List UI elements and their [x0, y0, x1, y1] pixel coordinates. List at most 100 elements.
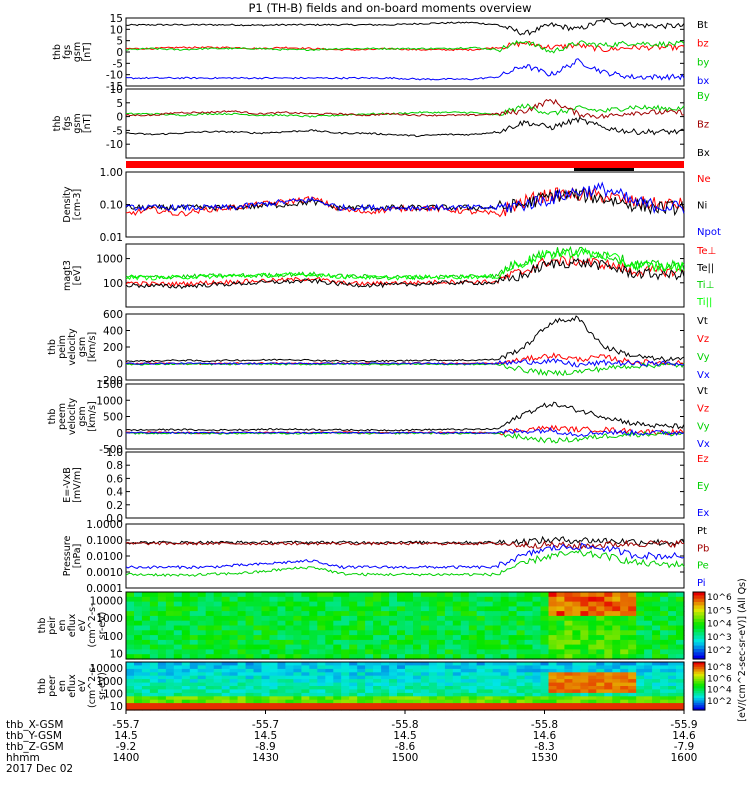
heatmap-cell [636, 635, 645, 641]
heatmap-cell [596, 601, 605, 607]
heatmap-cell [285, 682, 294, 687]
heatmap-cell [604, 672, 613, 677]
heatmap-cell [381, 672, 390, 677]
heatmap-cell [253, 654, 263, 660]
heatmap-cell [205, 696, 215, 701]
heatmap-cell [516, 639, 526, 646]
heatmap-cell [492, 699, 502, 704]
heatmap-cell [420, 644, 430, 650]
heatmap-cell [524, 696, 534, 701]
heatmap-cell [373, 699, 382, 704]
heatmap-cell [389, 630, 398, 636]
heatmap-cell [413, 592, 422, 598]
heatmap-cell [237, 679, 247, 684]
heatmap-cell [389, 625, 398, 631]
heatmap-cell [548, 620, 558, 627]
heatmap-cell [325, 675, 334, 680]
y-axis-label-line: [km/s] [87, 401, 98, 431]
series-temperature-Te|| [125, 257, 685, 290]
heatmap-cell [604, 675, 613, 680]
heatmap-cell [325, 703, 334, 708]
heatmap-cell [588, 692, 597, 697]
heatmap-cell [173, 639, 183, 646]
heatmap-cell [628, 679, 637, 684]
heatmap-cell [652, 672, 661, 677]
heatmap-cell [468, 703, 478, 708]
heatmap-cell [636, 630, 645, 636]
heatmap-cell [612, 596, 621, 603]
heatmap-cell [668, 592, 677, 598]
heatmap-cell [444, 606, 454, 612]
x-tick-label-y: 14.6 [672, 730, 696, 742]
heatmap-cell [676, 668, 685, 673]
heatmap-cell [317, 699, 326, 704]
heatmap-cell [381, 596, 390, 603]
heatmap-cell [253, 592, 263, 598]
heatmap-cell [588, 662, 597, 666]
heatmap-cell [508, 611, 518, 617]
heatmap-cell [588, 592, 597, 598]
heatmap-cell [261, 672, 271, 677]
heatmap-cell [612, 675, 621, 680]
heatmap-cell [165, 606, 175, 612]
heatmap-cell [460, 592, 470, 598]
heatmap-cell [548, 606, 558, 612]
heatmap-cell [636, 679, 645, 684]
heatmap-cell [341, 692, 350, 697]
heatmap-cell [309, 606, 318, 612]
heatmap-cell [460, 606, 470, 612]
heatmap-cell [389, 611, 398, 617]
heatmap-cell [261, 675, 271, 680]
heatmap-cell [189, 682, 199, 687]
heatmap-cell [357, 706, 366, 711]
heatmap-cell [221, 654, 231, 660]
heatmap-cell [644, 625, 653, 631]
legend-fgs_gsm-Bt: Bt [697, 20, 708, 31]
heatmap-cell [588, 620, 597, 627]
y-axis-label-line: [mV/m] [72, 467, 83, 503]
heatmap-cell [269, 639, 279, 646]
heatmap-cell [333, 696, 342, 701]
colorbar-tick-label: 10^6 [707, 593, 732, 603]
heatmap-cell [652, 606, 661, 612]
heatmap-cell [173, 606, 183, 612]
series-fgs_gsm_components-By [125, 103, 685, 118]
heatmap-cell [548, 630, 558, 636]
heatmap-cell [173, 662, 183, 666]
legend-efield-Ez: Ez [697, 454, 709, 465]
x-tick-label-t: 1600 [671, 752, 698, 764]
y-axis-label-line: thb [37, 618, 48, 634]
heatmap-cell [460, 706, 470, 711]
heatmap-cell [620, 644, 629, 650]
heatmap-cell [452, 672, 462, 677]
heatmap-cell [460, 672, 470, 677]
heatmap-cell [564, 703, 573, 708]
heatmap-cell [540, 644, 550, 650]
heatmap-cell [636, 611, 645, 617]
heatmap-cell [484, 706, 494, 711]
colorbar-tick-label: 10^8 [707, 663, 732, 673]
heatmap-cell [628, 706, 637, 711]
heatmap-cell [173, 706, 183, 711]
heatmap-cell [468, 665, 478, 670]
heatmap-cell [508, 675, 518, 680]
heatmap-cell [580, 699, 589, 704]
colorbar-tick-label: 10^2 [707, 646, 732, 656]
heatmap-cell [245, 601, 255, 607]
heatmap-cell [229, 620, 239, 627]
heatmap-cell [556, 665, 566, 670]
heatmap-cell [309, 654, 318, 660]
heatmap-cell [413, 699, 422, 704]
heatmap-cell [668, 699, 677, 704]
colorbar-segment [693, 688, 705, 692]
heatmap-cell [644, 692, 653, 697]
heatmap-cell [580, 601, 589, 607]
heatmap-cell [301, 635, 310, 641]
heatmap-cell [468, 639, 478, 646]
heatmap-cell [277, 611, 287, 617]
heatmap-cell [405, 592, 414, 598]
heatmap-cell [564, 692, 573, 697]
heatmap-cell [285, 679, 294, 684]
heatmap-cell [420, 689, 430, 694]
heatmap-cell [540, 696, 550, 701]
